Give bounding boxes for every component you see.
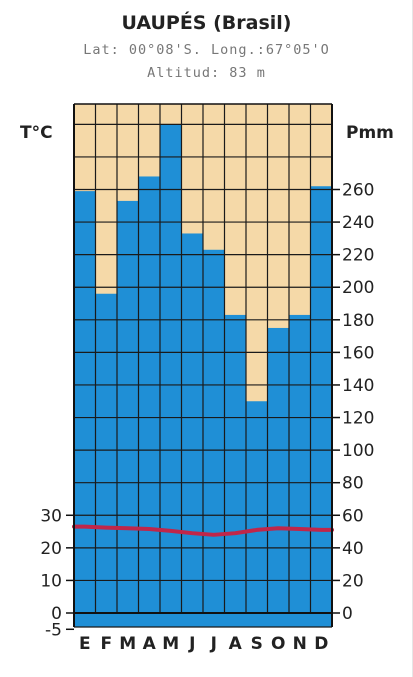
- precip-bar-7: [203, 249, 225, 627]
- left-tick-label: 10: [40, 571, 62, 591]
- right-tick-label: 140: [342, 376, 374, 396]
- month-label-9: S: [251, 634, 263, 654]
- chart-subtitle-coordinates: Lat: 00°08'S. Long.:67°05'O: [83, 42, 330, 58]
- month-label-7: J: [210, 634, 217, 654]
- month-label-5: M: [162, 634, 179, 654]
- precip-bar-10: [267, 327, 289, 627]
- right-tick-label: 200: [342, 278, 374, 298]
- precip-bar-3: [117, 200, 139, 627]
- precip-bar-6: [181, 233, 203, 627]
- month-label-6: J: [188, 634, 195, 654]
- month-label-10: O: [271, 634, 285, 654]
- month-label-3: M: [119, 634, 136, 654]
- left-axis-label: T°C: [20, 123, 53, 143]
- left-tick-label: 20: [40, 539, 62, 559]
- right-tick-label: 40: [342, 539, 364, 559]
- right-tick-label: 100: [342, 441, 374, 461]
- month-label-2: F: [100, 634, 112, 654]
- right-tick-label: 20: [342, 571, 364, 591]
- right-tick-label: 160: [342, 343, 374, 363]
- month-label-11: N: [293, 634, 307, 654]
- right-tick-label: 60: [342, 506, 364, 526]
- right-axis-label: Pmm: [346, 123, 394, 143]
- left-tick-label: -5: [45, 620, 62, 640]
- temperature-line: [72, 524, 334, 537]
- month-label-12: D: [314, 634, 328, 654]
- right-tick-label: 240: [342, 213, 374, 233]
- month-label-4: A: [143, 634, 157, 654]
- month-label-8: A: [229, 634, 243, 654]
- right-tick-label: 80: [342, 474, 364, 494]
- precip-bar-2: [95, 293, 117, 627]
- precip-bar-12: [310, 186, 332, 627]
- chart-title: UAUPÉS (Brasil): [121, 12, 292, 34]
- precip-bar-9: [246, 401, 268, 627]
- right-tick-label: 120: [342, 409, 374, 429]
- left-tick-label: 30: [40, 506, 62, 526]
- right-tick-label: 260: [342, 181, 374, 201]
- right-tick-label: 220: [342, 246, 374, 266]
- precip-bar-11: [289, 314, 311, 627]
- right-tick-label: 0: [342, 604, 353, 624]
- precip-bar-5: [160, 124, 182, 627]
- right-tick-label: 180: [342, 311, 374, 331]
- precip-bar-4: [138, 176, 160, 627]
- precip-bar-1: [74, 191, 96, 627]
- precip-bar-8: [224, 314, 246, 627]
- month-label-1: E: [79, 634, 91, 654]
- chart-subtitle-altitude: Altitud: 83 m: [147, 65, 266, 81]
- left-tick-label: 0: [51, 604, 62, 624]
